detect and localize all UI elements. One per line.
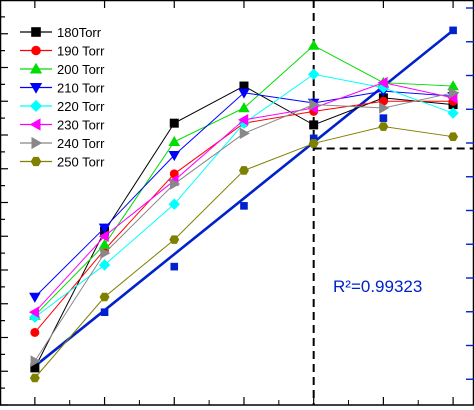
- legend-label: 230 Torr: [57, 118, 105, 133]
- series-point: [307, 39, 320, 50]
- series-point: [168, 198, 180, 210]
- series-point: [309, 98, 320, 111]
- legend-label: 220 Torr: [57, 99, 105, 114]
- series-point: [28, 306, 40, 318]
- series-point: [168, 135, 181, 146]
- series-point: [98, 223, 111, 234]
- series-point: [378, 122, 389, 131]
- series-point: [99, 292, 110, 302]
- legend-entry: 200 Torr: [20, 62, 105, 77]
- series-point: [98, 259, 111, 271]
- series-7: [30, 87, 459, 367]
- guide-lines: [312, 0, 474, 405]
- series-point: [30, 355, 41, 367]
- legend-label: 200 Torr: [57, 62, 105, 77]
- legend-entry: 250 Torr: [20, 155, 105, 170]
- data-series: [28, 39, 459, 383]
- legend-label: 240 Torr: [57, 136, 105, 151]
- series-point: [98, 238, 111, 249]
- series-point: [238, 102, 250, 113]
- legend-label: 250 Torr: [57, 155, 105, 170]
- series-point: [448, 87, 459, 99]
- series-point: [238, 88, 250, 99]
- series-point: [308, 139, 319, 148]
- fit-point: [379, 114, 388, 122]
- legend-marker: [31, 136, 43, 150]
- series-point: [98, 230, 109, 243]
- series-point: [448, 132, 459, 141]
- series-8: [29, 122, 459, 383]
- legend-label: 210 Torr: [57, 81, 105, 96]
- fit-point: [170, 262, 179, 271]
- legend-background: [14, 20, 124, 178]
- legend-entry: 240 Torr: [20, 136, 105, 151]
- fit-point: [449, 26, 457, 35]
- series-point: [30, 327, 40, 337]
- series-point: [309, 120, 319, 130]
- series-point: [238, 114, 249, 126]
- series-point: [168, 151, 181, 162]
- legend-marker: [31, 45, 41, 56]
- legend: 180Torr 190 Torr 200 Torr 210 Torr 220 Torr 2…: [14, 20, 124, 178]
- legend-marker: [29, 62, 43, 74]
- legend-marker: [30, 156, 42, 167]
- r-squared-annotation: R²=0.99323: [333, 277, 422, 296]
- legend-entry: 220 Torr: [20, 99, 105, 114]
- series-point: [377, 76, 388, 89]
- series-point: [100, 247, 111, 259]
- series-point: [29, 373, 40, 383]
- legend-marker: [29, 82, 43, 94]
- series-point: [239, 127, 250, 140]
- legend-entry: 230 Torr: [20, 118, 105, 133]
- fit-point: [100, 308, 109, 316]
- series-point: [170, 178, 181, 190]
- legend-label: 180Torr: [57, 25, 102, 40]
- series-point: [239, 166, 249, 175]
- series-point: [379, 102, 390, 114]
- series-point: [29, 292, 41, 303]
- series-point: [308, 68, 320, 80]
- legend-marker: [29, 118, 41, 131]
- legend-entry: 190 Torr: [20, 44, 105, 59]
- fit-point: [240, 202, 248, 210]
- legend-marker: [31, 27, 41, 37]
- legend-marker: [29, 99, 43, 113]
- series-point: [169, 118, 179, 128]
- series-point: [447, 107, 459, 119]
- legend-entry: 180Torr: [20, 25, 102, 40]
- legend-entry: 210 Torr: [20, 81, 105, 96]
- series-point: [169, 235, 180, 244]
- legend-label: 190 Torr: [57, 44, 105, 59]
